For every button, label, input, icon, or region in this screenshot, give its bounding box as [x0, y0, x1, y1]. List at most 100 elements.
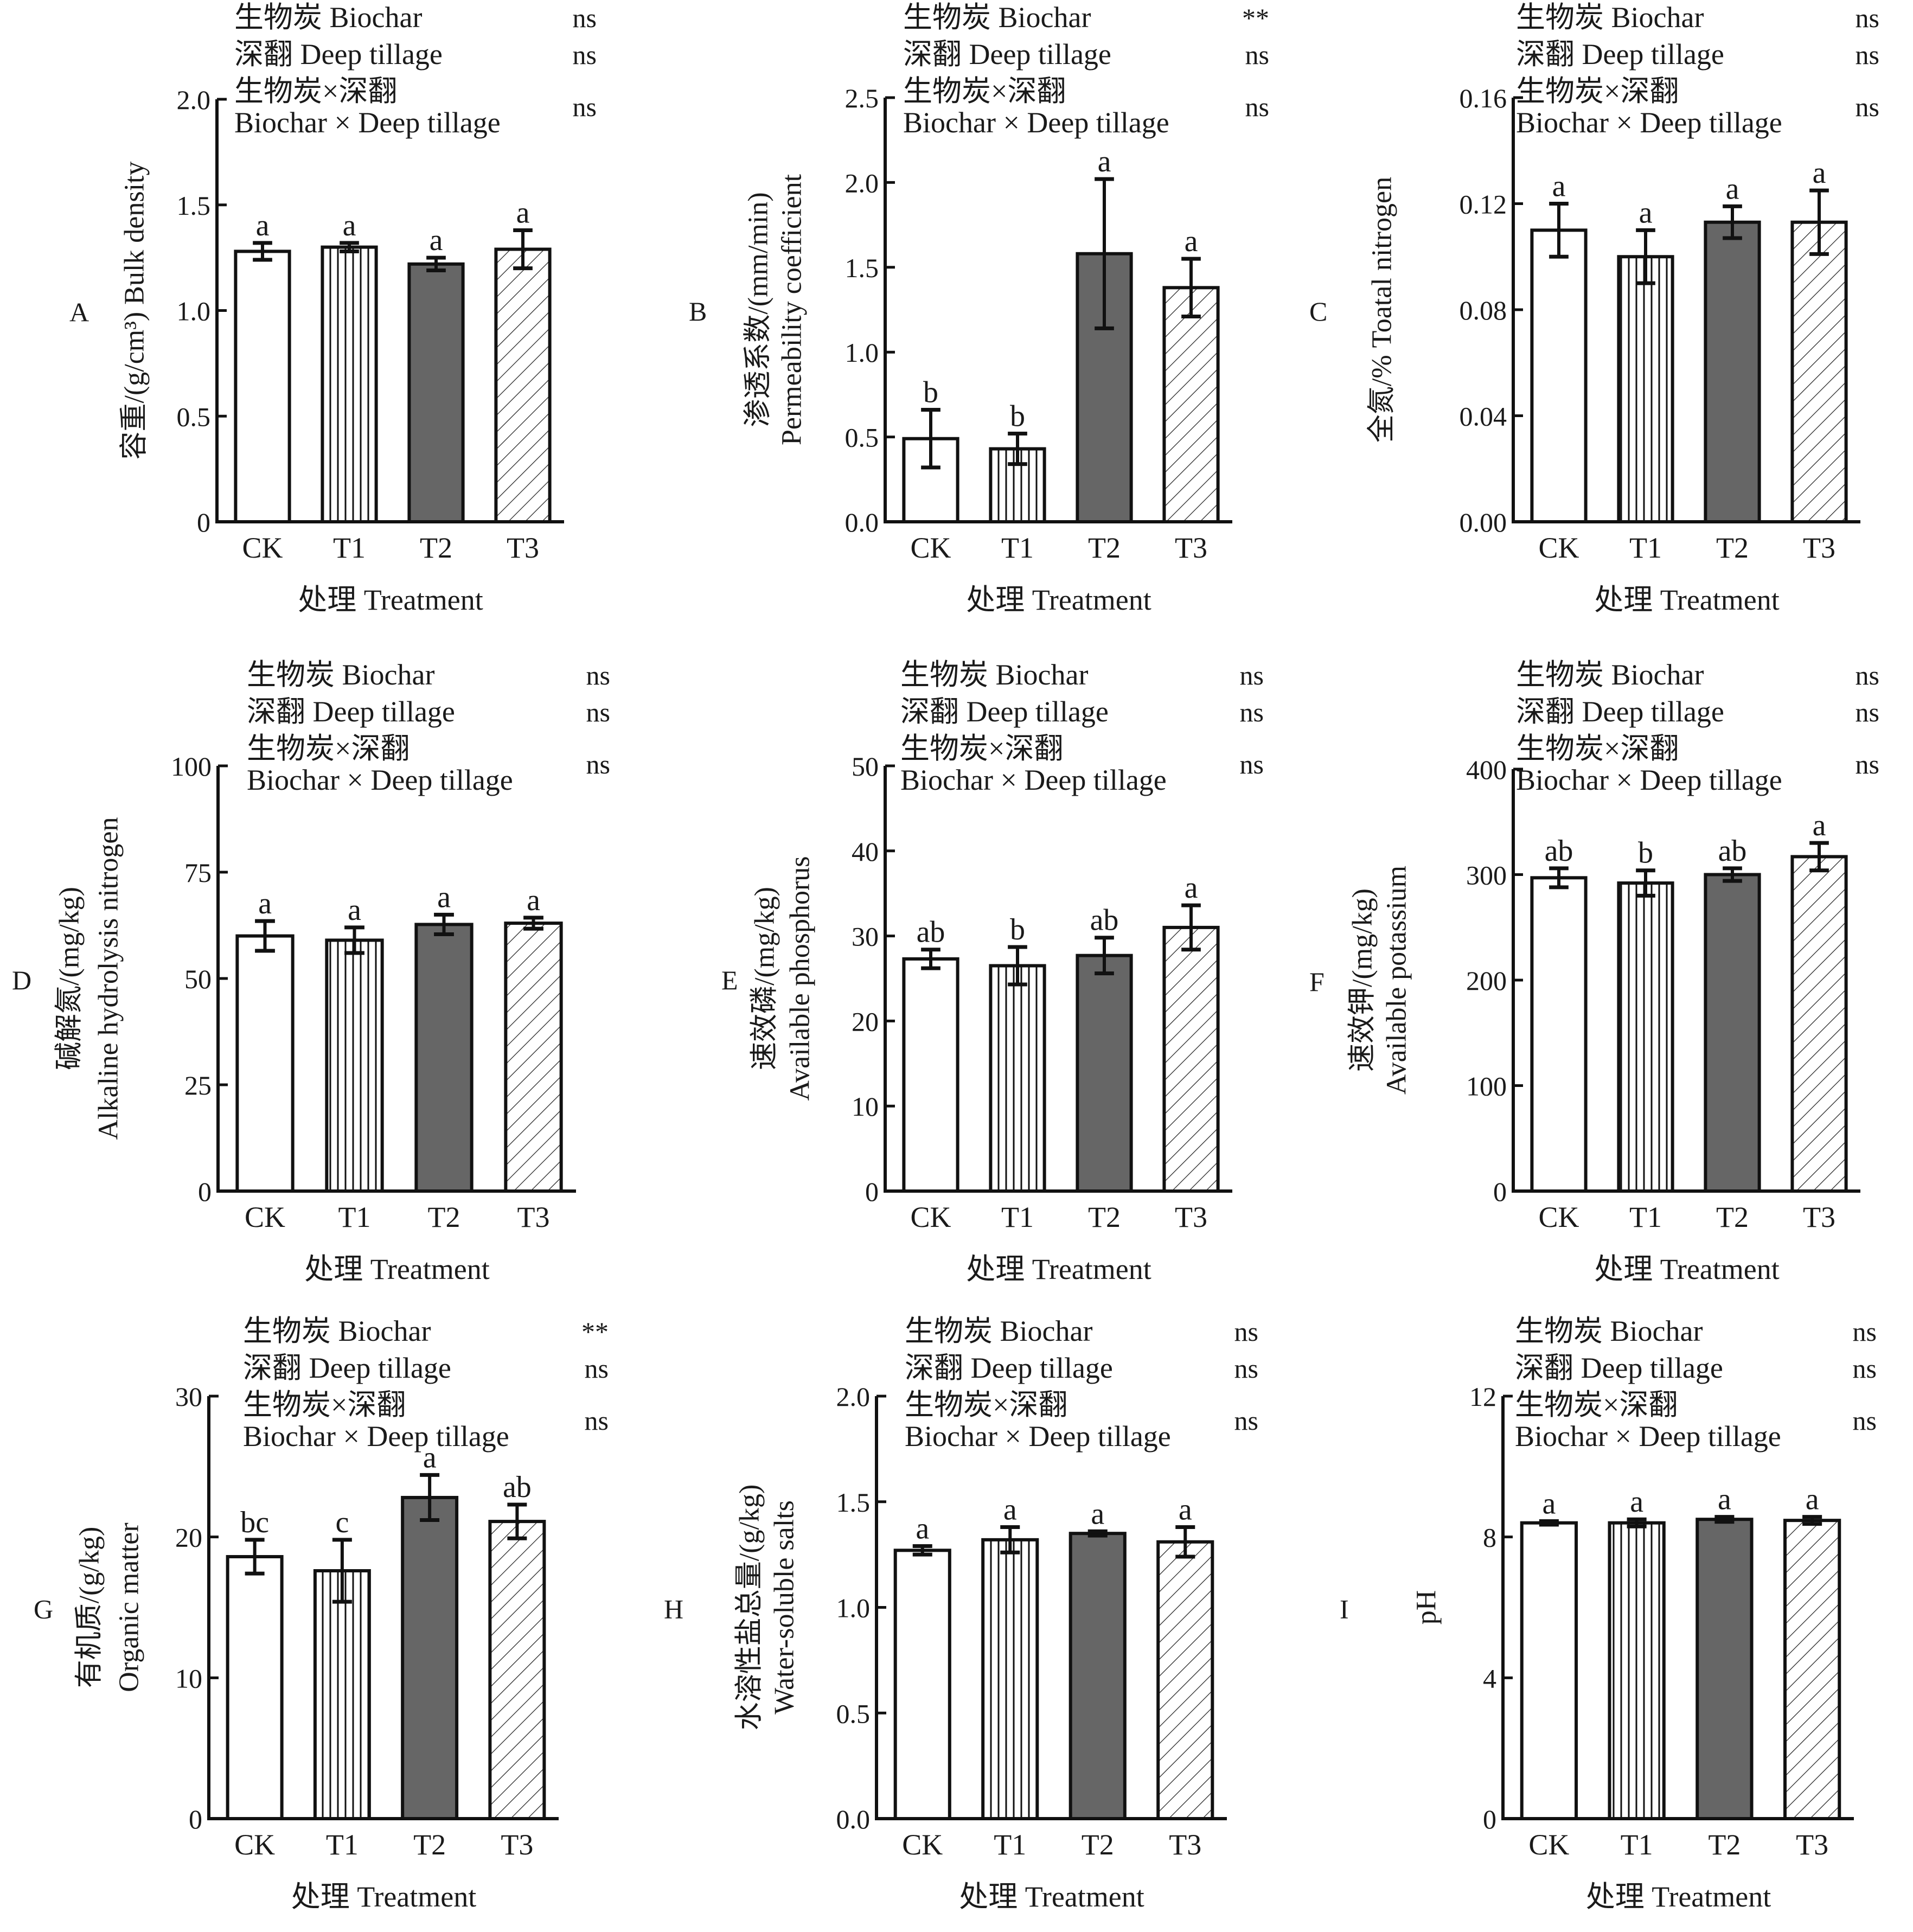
y-tick-label: 0 [1493, 1176, 1507, 1207]
anova-factor-label: 深翻 Deep tillage [243, 1352, 451, 1384]
panel-letter: I [1340, 1594, 1349, 1624]
y-tick-label: 1.0 [177, 296, 211, 327]
anova-sig: ns [1856, 40, 1879, 70]
y-tick-label: 0.0 [836, 1804, 871, 1834]
error-bar-t2 [1095, 177, 1114, 330]
x-tick-label: CK [1538, 532, 1579, 564]
y-tick-label: 0.00 [1460, 507, 1507, 538]
anova-factor-label: Biochar × Deep tillage [1516, 106, 1782, 139]
x-tick-label: T3 [1796, 1828, 1828, 1861]
bar-t1 [981, 1538, 1039, 1821]
error-bar-t3 [1181, 257, 1201, 319]
significance-letter: a [1552, 170, 1566, 203]
error-bar-t3 [513, 228, 533, 271]
bar-t2 [401, 1495, 459, 1820]
significance-letter: a [527, 884, 540, 917]
anova-table: 生物炭 Biochar ns 深翻 Deep tillage ns 生物炭×深翻Bioc… [905, 1315, 1258, 1453]
y-tick-label: 1.5 [177, 190, 211, 221]
y-tick-label: 1.5 [836, 1487, 871, 1518]
y-tick-label: 0.08 [1460, 295, 1507, 325]
anova-factor-label: 深翻 Deep tillage [247, 695, 455, 728]
bar-t3 [1783, 1519, 1841, 1820]
y-axis-label: 渗透系数/(mm/min) [743, 192, 774, 427]
bar-t2 [1069, 1532, 1127, 1821]
anova-factor-label: 深翻 Deep tillage [1515, 1352, 1723, 1384]
anova-table: 生物炭 Biochar ns 深翻 Deep tillage ns 生物炭×深翻Bioc… [234, 1, 597, 139]
bar-t3 [1162, 286, 1220, 523]
y-axis-label: 全氮/% Toatal nitrogen [1367, 177, 1398, 443]
significance-letter: a [1185, 871, 1198, 905]
anova-factor-label: 生物炭×深翻 [905, 1389, 1067, 1421]
error-bar-t2 [420, 1473, 440, 1522]
panel-letter: H [664, 1594, 683, 1624]
significance-letter: a [1630, 1485, 1643, 1519]
x-tick-label: T1 [1629, 532, 1662, 564]
x-tick-label: T2 [1708, 1828, 1741, 1861]
error-bar-t2 [1087, 1529, 1108, 1538]
y-tick-label: 1.5 [845, 253, 879, 283]
x-tick-label: T1 [333, 532, 366, 564]
anova-sig: ns [1853, 1316, 1877, 1347]
significance-letter: a [343, 209, 356, 242]
y-axis-label: Organic matter [114, 1522, 145, 1692]
panel-e: E 速效磷/(mg/kg) Available phosphorus 0 10 20 30 4… [721, 658, 1264, 1285]
anova-factor-label: 生物炭 Biochar [1516, 658, 1704, 691]
y-tick-label: 75 [184, 858, 212, 888]
x-tick-label: CK [902, 1828, 943, 1861]
bar-t2 [1704, 873, 1761, 1193]
significance-letter: a [1813, 156, 1826, 190]
panel-g: G 有机质/(g/kg) Organic matter 0 10 20 30 bc CK c T1 a… [34, 1315, 609, 1913]
y-tick-label: 2.5 [845, 83, 879, 113]
anova-sig: ns [1856, 660, 1879, 690]
y-tick-label: 10 [175, 1663, 202, 1693]
x-tick-label: T1 [338, 1201, 371, 1233]
anova-factor-label: Biochar × Deep tillage [1516, 764, 1782, 796]
y-axis-label: 速效磷/(mg/kg) [750, 887, 780, 1070]
y-tick-label: 0 [198, 1176, 212, 1207]
error-bar-t1 [1008, 431, 1027, 466]
x-tick-label: T1 [994, 1828, 1026, 1861]
anova-sig: ns [1853, 1405, 1877, 1436]
error-bar-t3 [1809, 841, 1829, 873]
x-tick-label: T3 [1169, 1828, 1201, 1861]
anova-table: 生物炭 Biochar ns 深翻 Deep tillage ns 生物炭×深翻Bioc… [1516, 1, 1879, 139]
anova-factor-label: 生物炭×深翻 [1515, 1389, 1678, 1421]
y-tick-label: 0.12 [1460, 189, 1507, 220]
error-bar-t2 [1095, 936, 1114, 976]
anova-sig: ns [573, 40, 597, 70]
x-tick-label: T3 [1803, 1201, 1835, 1233]
x-tick-label: CK [1528, 1828, 1569, 1861]
anova-factor-label: 深翻 Deep tillage [903, 38, 1111, 71]
significance-letter: a [423, 1441, 437, 1474]
anova-factor-label: 生物炭 Biochar [1515, 1315, 1703, 1347]
bar-t3 [1156, 1540, 1214, 1820]
anova-sig: ns [1856, 697, 1879, 727]
anova-factor-label: Biochar × Deep tillage [243, 1420, 509, 1453]
anova-factor-label: 生物炭×深翻 [903, 75, 1066, 107]
y-tick-label: 20 [175, 1522, 202, 1553]
bar-t1 [1617, 255, 1674, 523]
anova-factor-label: 生物炭×深翻 [900, 732, 1063, 765]
anova-factor-label: 生物炭 Biochar [234, 1, 422, 34]
significance-letter: a [1098, 145, 1111, 178]
x-tick-label: T2 [1716, 532, 1749, 564]
significance-letter: a [1806, 1483, 1819, 1517]
significance-letter: b [1010, 399, 1025, 433]
y-tick-label: 200 [1466, 965, 1507, 996]
error-bar-ck [921, 408, 940, 470]
y-axis-label: 水溶性盐总量/(g/kg) [734, 1485, 765, 1731]
y-tick-label: 40 [852, 836, 879, 867]
panel-letter: D [12, 965, 31, 995]
error-bar-t1 [340, 241, 359, 253]
y-tick-label: 12 [1469, 1381, 1496, 1412]
significance-letter: b [1010, 913, 1025, 946]
y-tick-label: 4 [1483, 1663, 1496, 1693]
x-axis-title: 处理 Treatment [298, 584, 483, 616]
y-tick-label: 2.0 [177, 85, 211, 115]
x-tick-label: T3 [1803, 532, 1835, 564]
anova-sig: ns [1856, 749, 1879, 779]
anova-factor-label: Biochar × Deep tillage [1515, 1420, 1781, 1453]
anova-sig: ns [1245, 40, 1269, 70]
error-bar-ck [1549, 866, 1569, 890]
error-bar-t1 [1636, 868, 1655, 898]
